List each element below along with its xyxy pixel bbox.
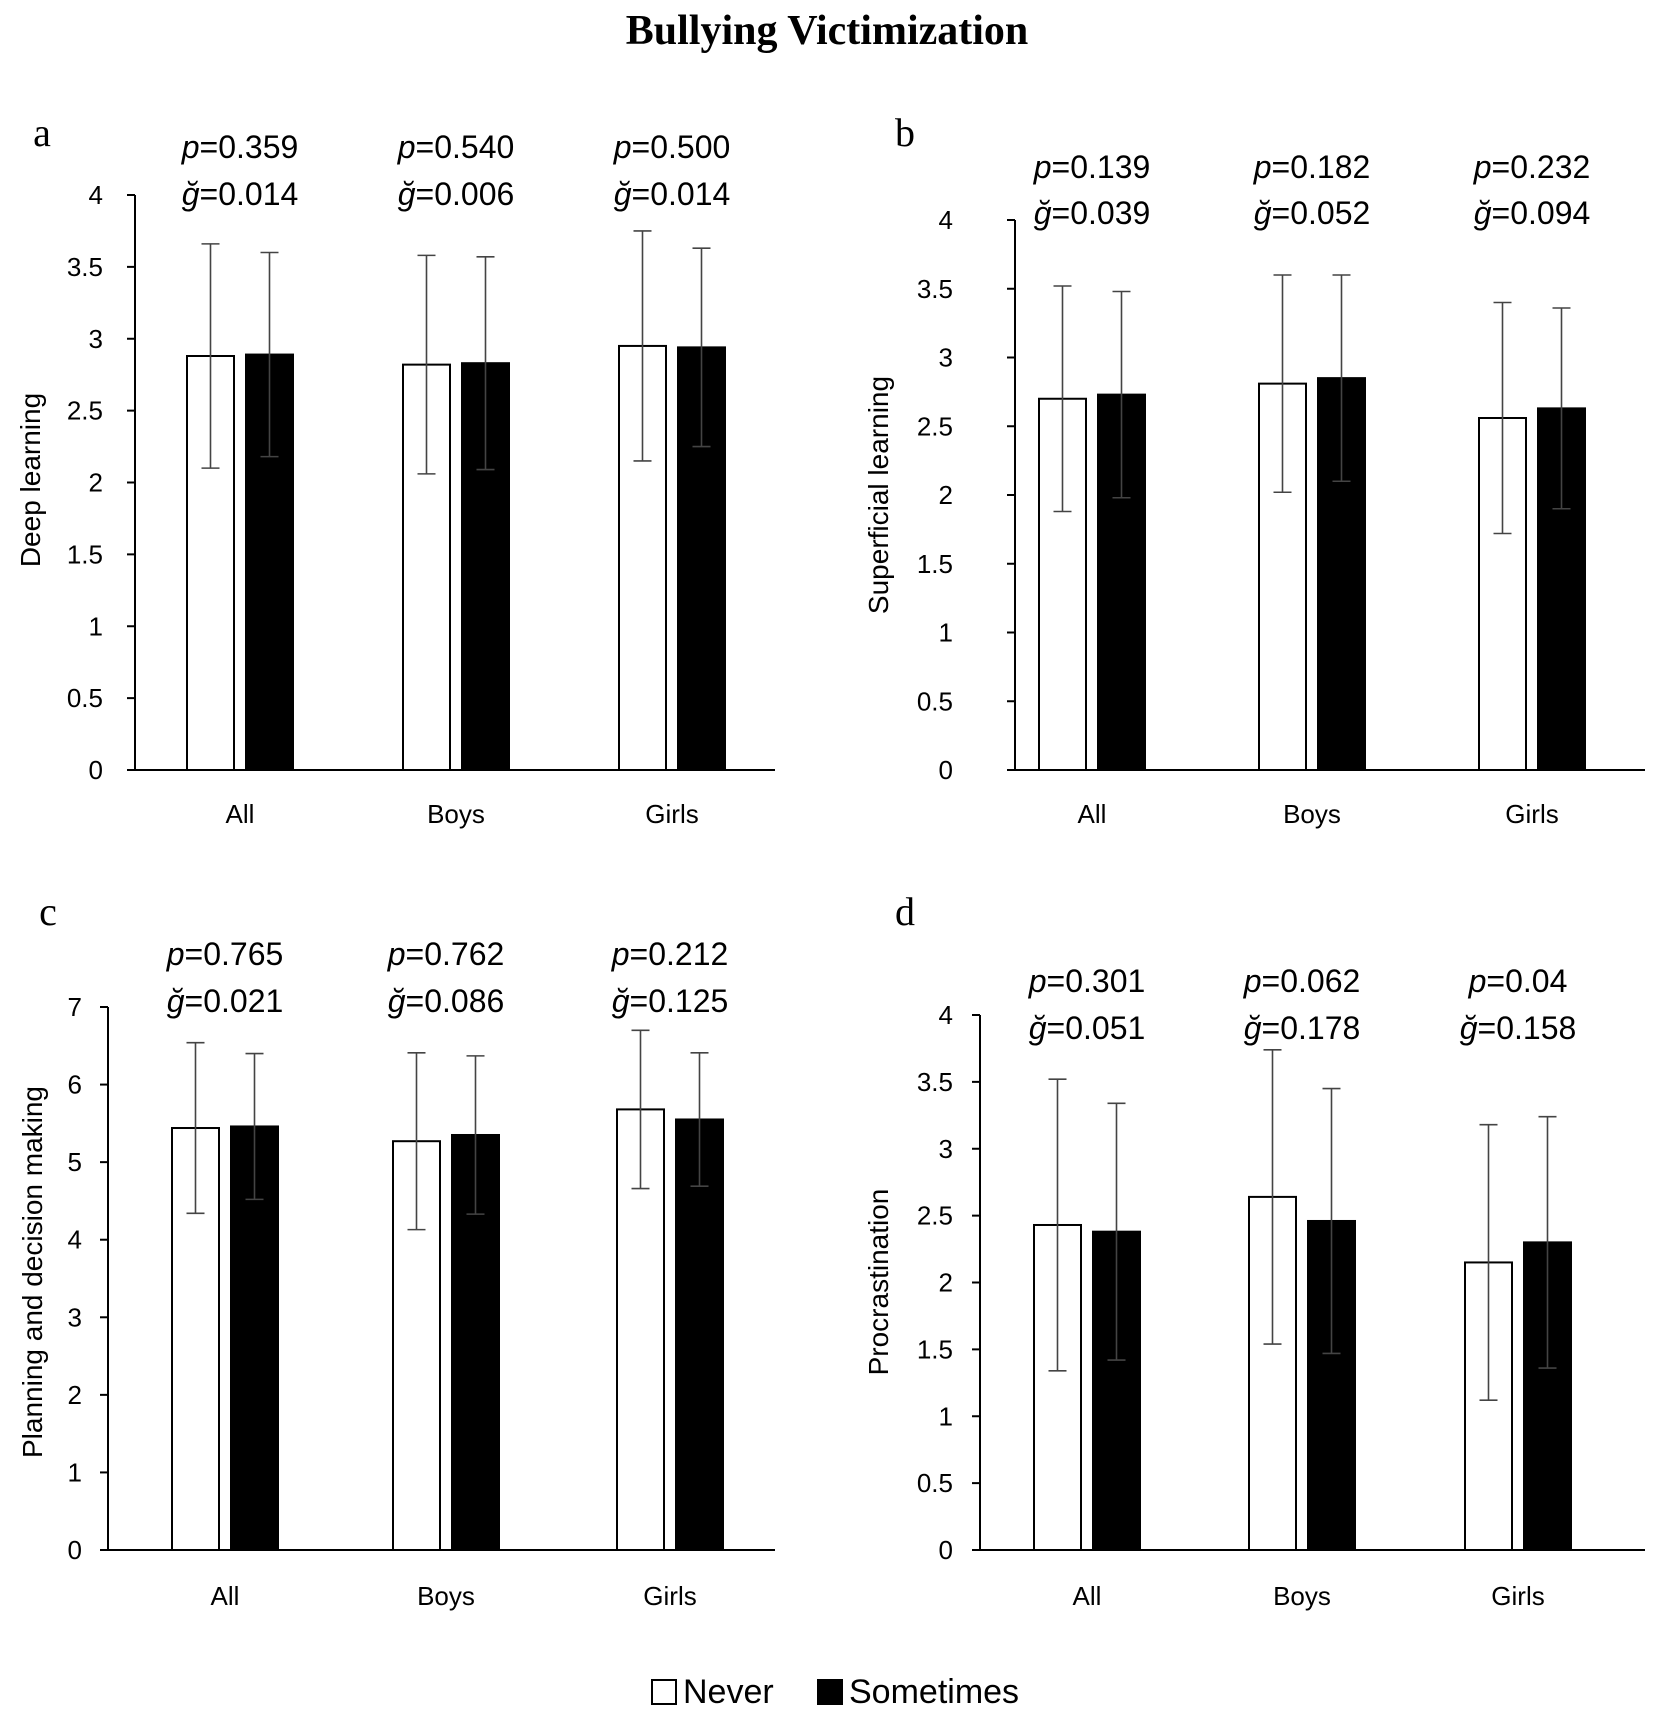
category-label: Girls [1491, 1581, 1544, 1611]
legend-label-sometimes: Sometimes [849, 1673, 1019, 1711]
y-tick-label: 5 [68, 1147, 82, 1177]
y-tick-label: 1 [939, 618, 953, 648]
panel-letter: a [33, 110, 51, 155]
y-axis-label: Procrastination [863, 1189, 894, 1376]
legend: Never Sometimes [651, 1673, 1019, 1711]
y-axis-label: Deep learning [15, 393, 46, 567]
y-tick-label: 4 [939, 205, 953, 235]
panel-a: a Deep learning 0 0.5 1 1.5 2 2.5 3 3.5 4 All p=0.35… [15, 110, 775, 829]
y-tick-label: 3.5 [917, 1067, 953, 1097]
p-value-label: p=0.062 [1243, 963, 1361, 999]
y-axis-label: Planning and decision making [17, 1086, 48, 1458]
y-tick-label: 0.5 [67, 683, 103, 713]
y-tick-label: 2 [68, 1380, 82, 1410]
y-tick-label: 3 [939, 1134, 953, 1164]
legend-swatch-never [651, 1679, 677, 1705]
panel-b: b Superficial learning 0 0.5 1 1.5 2 2.5 3 3.5 4 Al… [863, 110, 1645, 829]
y-tick-label: 7 [68, 992, 82, 1022]
y-tick-label: 1 [939, 1401, 953, 1431]
y-tick-label: 4 [89, 180, 103, 210]
p-value-label: p=0.301 [1028, 963, 1146, 999]
bar-sometimes-boys [461, 362, 510, 771]
category-label: Boys [417, 1581, 475, 1611]
category-label: All [226, 799, 255, 829]
effect-size-label: ğ=0.125 [612, 983, 729, 1019]
y-tick-label: 0 [68, 1535, 82, 1565]
effect-size-label: ğ=0.039 [1034, 195, 1151, 231]
p-value-label: p=0.139 [1033, 149, 1151, 185]
y-tick-label: 2.5 [67, 396, 103, 426]
y-tick-label: 3 [68, 1302, 82, 1332]
p-value-label: p=0.765 [166, 936, 284, 972]
category-label: Boys [1283, 799, 1341, 829]
category-label: Boys [1273, 1581, 1331, 1611]
category-label: Boys [427, 799, 485, 829]
y-tick-label: 0.5 [917, 686, 953, 716]
category-label: All [211, 1581, 240, 1611]
panel-c: c Planning and decision making 0 1 2 3 4 5 6 7 All… [17, 889, 775, 1611]
effect-size-label: ğ=0.178 [1244, 1010, 1361, 1046]
y-tick-label: 6 [68, 1070, 82, 1100]
y-tick-label: 2 [89, 468, 103, 498]
y-tick-label: 1.5 [917, 549, 953, 579]
y-tick-label: 3.5 [67, 252, 103, 282]
y-axis-label: Superficial learning [863, 376, 894, 614]
effect-size-label: ğ=0.014 [182, 176, 299, 212]
effect-size-label: ğ=0.051 [1029, 1010, 1146, 1046]
category-label: Girls [645, 799, 698, 829]
y-tick-label: 2 [939, 480, 953, 510]
y-tick-label: 2.5 [917, 1201, 953, 1231]
y-tick-label: 2 [939, 1268, 953, 1298]
y-tick-label: 4 [68, 1225, 82, 1255]
y-tick-label: 0 [939, 755, 953, 785]
category-label: Girls [1505, 799, 1558, 829]
p-value-label: p=0.182 [1253, 149, 1371, 185]
y-tick-label: 1 [89, 611, 103, 641]
bar-never-girls [618, 344, 667, 771]
effect-size-label: ğ=0.014 [614, 176, 731, 212]
y-tick-label: 1 [68, 1457, 82, 1487]
p-value-label: p=0.04 [1468, 963, 1568, 999]
bar-sometimes-girls [675, 1118, 724, 1551]
y-tick-label: 3.5 [917, 274, 953, 304]
p-value-label: p=0.540 [397, 129, 515, 165]
y-tick-label: 0 [939, 1535, 953, 1565]
category-label: All [1078, 799, 1107, 829]
p-value-label: p=0.212 [611, 936, 729, 972]
y-tick-label: 2.5 [917, 411, 953, 441]
effect-size-label: ğ=0.006 [398, 176, 515, 212]
category-label: Girls [643, 1581, 696, 1611]
figure-title: Bullying Victimization [626, 8, 1029, 54]
y-tick-label: 4 [939, 1000, 953, 1030]
p-value-label: p=0.232 [1473, 149, 1591, 185]
legend-swatch-sometimes [817, 1679, 843, 1705]
effect-size-label: ğ=0.052 [1254, 195, 1371, 231]
p-value-label: p=0.500 [613, 129, 731, 165]
legend-label-never: Never [683, 1673, 774, 1711]
effect-size-label: ğ=0.086 [388, 983, 505, 1019]
y-tick-label: 3 [939, 343, 953, 373]
p-value-label: p=0.359 [181, 129, 299, 165]
panels: a Deep learning 0 0.5 1 1.5 2 2.5 3 3.5 4 All p=0.35… [15, 110, 1645, 1611]
y-tick-label: 1.5 [917, 1334, 953, 1364]
panel-letter: c [39, 889, 57, 934]
y-tick-label: 1.5 [67, 539, 103, 569]
category-label: All [1073, 1581, 1102, 1611]
y-tick-label: 0.5 [917, 1468, 953, 1498]
p-value-label: p=0.762 [387, 936, 505, 972]
effect-size-label: ğ=0.094 [1474, 195, 1591, 231]
y-tick-label: 3 [89, 324, 103, 354]
panel-letter: b [895, 110, 915, 155]
panel-letter: d [895, 889, 915, 934]
y-tick-label: 0 [89, 755, 103, 785]
effect-size-label: ğ=0.158 [1460, 1010, 1577, 1046]
panel-d: d Procrastination 0 0.5 1 1.5 2 2.5 3 3.5 4 All p=0.… [863, 889, 1645, 1611]
effect-size-label: ğ=0.021 [167, 983, 284, 1019]
